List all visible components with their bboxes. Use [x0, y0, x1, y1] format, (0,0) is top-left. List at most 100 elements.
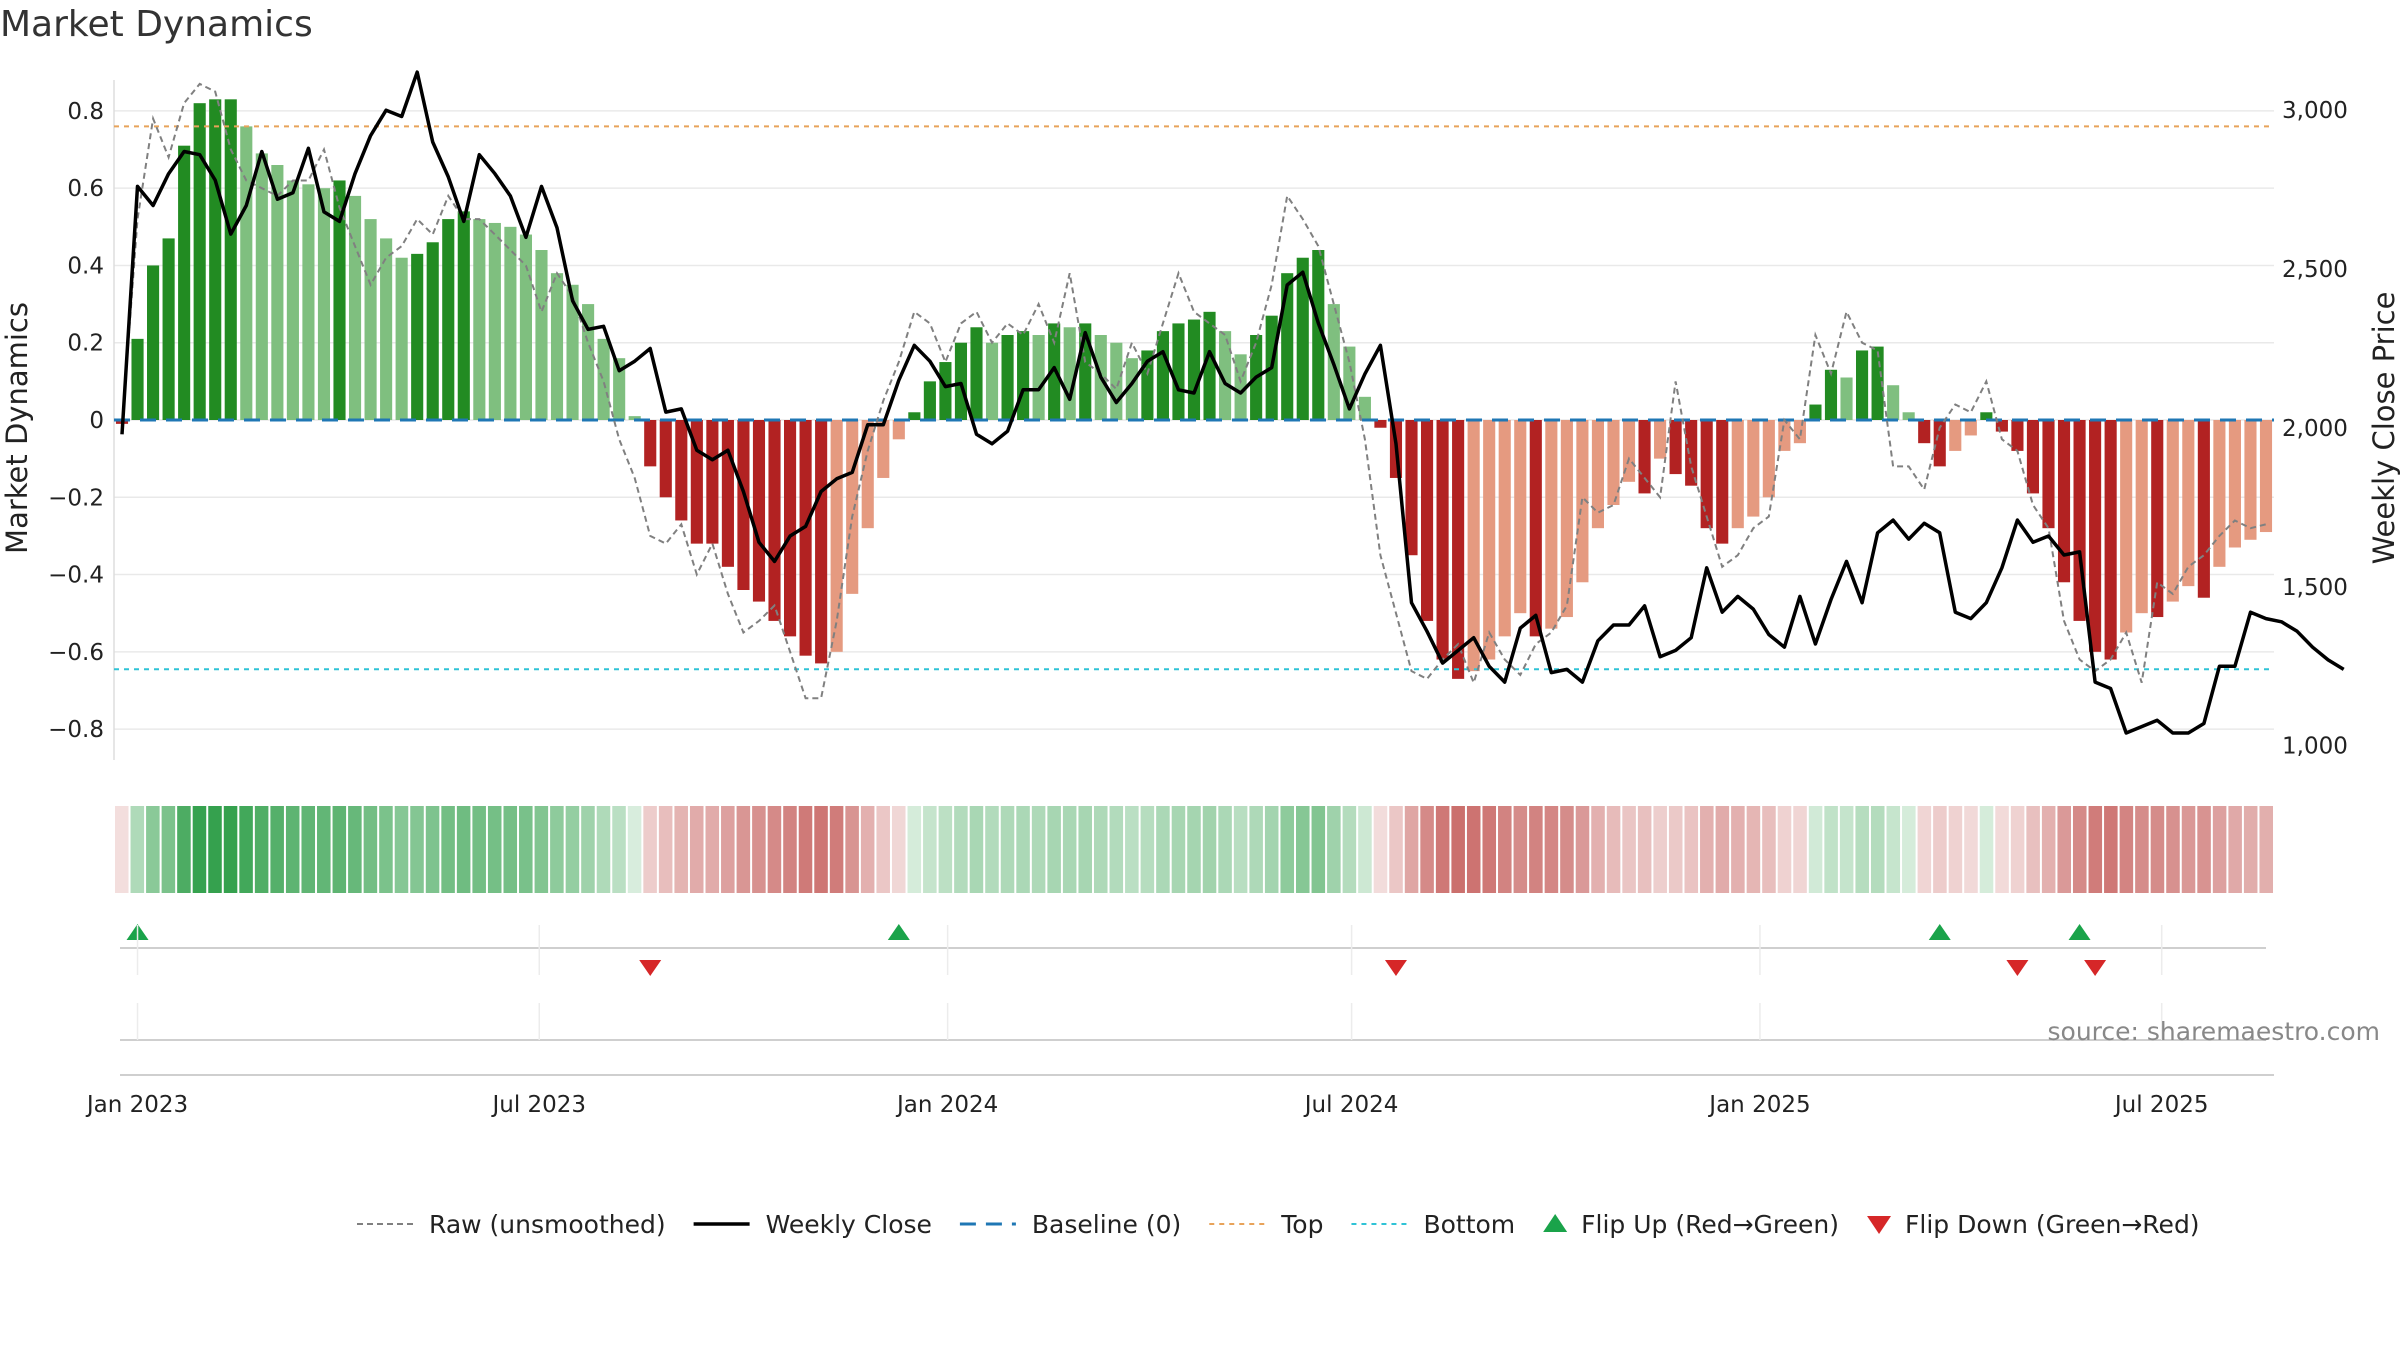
regime-cell	[845, 806, 859, 893]
dynamics-bar	[147, 265, 160, 420]
regime-cell	[721, 806, 735, 893]
regime-cell	[581, 806, 595, 893]
dynamics-bar	[1032, 335, 1045, 420]
dynamics-bar	[2182, 420, 2195, 587]
regime-cell	[239, 806, 253, 893]
regime-cell	[115, 806, 129, 893]
regime-cell	[2243, 806, 2258, 893]
regime-cell	[1731, 806, 1745, 893]
regime-cell	[1404, 806, 1419, 893]
source-note: source: sharemaestro.com	[2048, 1017, 2381, 1046]
series-lines	[114, 70, 2345, 735]
dynamics-bar	[846, 420, 859, 594]
regime-cell	[1637, 806, 1652, 893]
regime-cell	[2104, 806, 2118, 893]
dynamics-bar	[2135, 420, 2148, 614]
dynamics-bar	[1048, 323, 1061, 420]
dynamics-bar	[1871, 346, 1884, 420]
dynamics-bar	[2213, 420, 2226, 567]
dynamics-bar	[1887, 385, 1900, 420]
dynamics-bar	[1669, 420, 1682, 475]
dynamics-bar	[877, 420, 890, 478]
regime-cell	[1156, 806, 1170, 893]
dynamics-bar	[1514, 420, 1527, 614]
regime-cell	[1342, 806, 1357, 893]
regime-cell	[2010, 806, 2025, 893]
regime-cell	[130, 806, 145, 893]
regime-cell	[1886, 806, 1901, 893]
legend-item: Bottom	[1351, 1210, 1515, 1239]
regime-cell	[643, 806, 657, 893]
regime-cell	[1327, 806, 1341, 893]
regime-cell	[223, 806, 238, 893]
dynamics-bar	[2026, 420, 2040, 494]
regime-cell	[1078, 806, 1092, 893]
legend-label: Top	[1280, 1210, 1323, 1239]
regime-cell	[596, 806, 611, 893]
x-tick-label: Jul 2023	[490, 1092, 586, 1118]
regime-cell	[1684, 806, 1699, 893]
regime-cell	[1435, 806, 1450, 893]
legend-flip-down-icon	[1867, 1216, 1892, 1234]
flip-down-marker	[639, 960, 662, 976]
dynamics-bar	[1809, 404, 1822, 420]
regime-cell	[2197, 806, 2211, 893]
regime-cell	[2166, 806, 2180, 893]
regime-cell	[565, 806, 580, 893]
regime-cell	[2228, 806, 2242, 893]
dynamics-bar	[1933, 420, 1946, 467]
regime-cell	[1187, 806, 1201, 893]
dynamics-bar	[1017, 331, 1030, 420]
dynamics-bar	[1840, 377, 1853, 420]
regime-cell	[1824, 806, 1838, 893]
dynamics-bar	[706, 420, 719, 544]
regime-cell	[379, 806, 393, 893]
flip-down-marker	[2084, 960, 2107, 976]
y2-axis-label: Weekly Close Price	[2367, 292, 2400, 565]
regime-cell	[2119, 806, 2134, 893]
regime-cell	[2259, 806, 2273, 893]
dynamics-bar	[1654, 420, 1667, 459]
dynamics-bar	[1358, 396, 1371, 420]
legend-item: Flip Up (Red→Green)	[1543, 1210, 1839, 1239]
regime-cell	[1933, 806, 1947, 893]
regime-cell	[550, 806, 564, 893]
dynamics-bar	[1731, 420, 1744, 529]
dynamics-bar	[1452, 420, 1465, 679]
y-tick-label: 0	[89, 408, 104, 434]
dynamics-bar	[1483, 420, 1496, 660]
regime-cell	[1233, 806, 1248, 893]
regime-cell	[1093, 806, 1108, 893]
regime-cell	[1715, 806, 1730, 893]
legend-label: Raw (unsmoothed)	[429, 1210, 666, 1239]
dynamics-bar	[659, 420, 672, 498]
dynamics-bar	[1980, 412, 1993, 420]
regime-cell	[1451, 806, 1465, 893]
regime-cell	[1575, 806, 1590, 893]
regime-cell	[1000, 806, 1015, 893]
regime-cell	[1591, 806, 1605, 893]
regime-cell	[923, 806, 937, 893]
regime-cell	[1793, 806, 1807, 893]
dynamics-bar	[1529, 420, 1542, 637]
dynamics-bar	[178, 145, 191, 420]
dynamics-bar	[1296, 257, 1309, 420]
dynamics-bar	[2089, 420, 2102, 652]
dynamics-bar	[1607, 420, 1620, 505]
dynamics-bar	[395, 257, 408, 420]
regime-cell	[1839, 806, 1854, 893]
x-tick-label: Jan 2024	[895, 1092, 998, 1118]
regime-cell	[1482, 806, 1497, 893]
x-tick-label: Jul 2025	[2113, 1092, 2209, 1118]
regime-cell	[767, 806, 782, 893]
regime-cell	[1249, 806, 1263, 893]
regime-cell	[1777, 806, 1792, 893]
x-tick-label: Jan 2023	[85, 1092, 188, 1118]
regime-cell	[783, 806, 797, 893]
dynamics-bar	[1747, 420, 1760, 517]
regime-cell	[954, 806, 968, 893]
regime-cell	[1653, 806, 1667, 893]
flip-down-marker	[2006, 960, 2029, 976]
regime-cell	[192, 806, 207, 893]
